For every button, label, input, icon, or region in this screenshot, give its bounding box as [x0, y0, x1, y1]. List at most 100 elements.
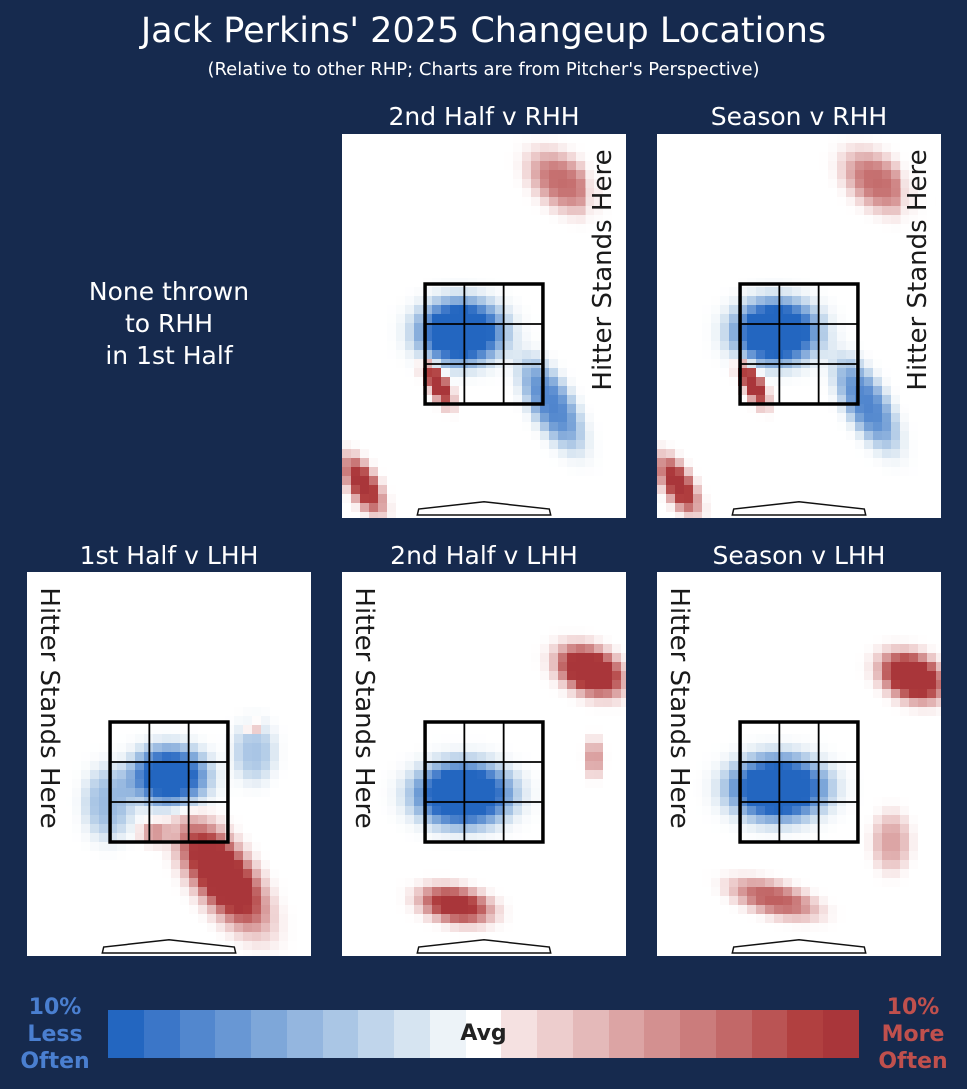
heatmap-cell — [306, 653, 311, 663]
heatmap-cell — [477, 494, 487, 504]
heatmap-cell — [99, 653, 109, 663]
heatmap-cell — [216, 608, 226, 618]
heatmap-cell — [864, 359, 874, 369]
heatmap-cell — [873, 449, 883, 459]
heatmap-cell — [225, 698, 235, 708]
heatmap-cell — [234, 788, 244, 798]
heatmap-cell — [468, 671, 478, 681]
heatmap-cell — [549, 161, 559, 171]
heatmap-cell — [621, 788, 626, 798]
heatmap-cell — [531, 671, 541, 681]
heatmap-cell — [666, 413, 676, 423]
heatmap-cell — [864, 485, 874, 495]
heatmap-cell — [621, 572, 626, 582]
heatmap-cell — [495, 467, 505, 477]
heatmap-cell — [252, 608, 262, 618]
heatmap-cell — [792, 494, 802, 504]
heatmap-cell — [522, 197, 532, 207]
heatmap-cell — [189, 644, 199, 654]
heatmap-cell — [549, 368, 559, 378]
heatmap-cell — [459, 476, 469, 486]
heatmap-cell — [117, 770, 127, 780]
heatmap-cell — [414, 242, 424, 252]
heatmap-cell — [936, 287, 941, 297]
heatmap-cell — [99, 860, 109, 870]
heatmap-cell — [522, 626, 532, 636]
heatmap-cell — [162, 896, 172, 906]
heatmap-cell — [549, 449, 559, 459]
heatmap-cell — [594, 572, 604, 582]
heatmap-cell — [189, 671, 199, 681]
heatmap-cell — [585, 698, 595, 708]
heatmap-cell — [828, 395, 838, 405]
heatmap-cell — [585, 503, 595, 513]
heatmap-cell — [702, 269, 712, 279]
heatmap-cell — [801, 143, 811, 153]
heatmap-cell — [513, 779, 523, 789]
heatmap-cell — [819, 476, 829, 486]
heatmap-cell — [612, 599, 622, 609]
heatmap-cell — [882, 341, 892, 351]
heatmap-cell — [513, 689, 523, 699]
heatmap-cell — [387, 287, 397, 297]
heatmap-cell — [270, 932, 280, 942]
heatmap-cell — [576, 635, 586, 645]
heatmap-cell — [486, 224, 496, 234]
heatmap-cell — [468, 680, 478, 690]
heatmap-cell — [585, 743, 595, 753]
heatmap-cell — [261, 671, 271, 681]
heatmap-cell — [162, 842, 172, 852]
heatmap-cell — [108, 599, 118, 609]
heatmap-cell — [603, 788, 613, 798]
heatmap-cell — [594, 440, 604, 450]
heatmap-cell — [297, 914, 307, 924]
heatmap-cell — [549, 572, 559, 582]
heatmap-cell — [936, 503, 941, 513]
heatmap-cell — [144, 842, 154, 852]
heatmap-cell — [162, 923, 172, 933]
heatmap-cell — [747, 269, 757, 279]
heatmap-cell — [567, 698, 577, 708]
heatmap-cell — [891, 296, 901, 306]
heatmap-cell — [594, 689, 604, 699]
heatmap-cell — [378, 761, 388, 771]
heatmap-cell — [306, 626, 311, 636]
heatmap-cell — [504, 332, 514, 342]
heatmap-cell — [711, 269, 721, 279]
heatmap-cell — [729, 404, 739, 414]
heatmap-cell — [369, 431, 379, 441]
heatmap-cell — [297, 698, 307, 708]
heatmap-cell — [468, 572, 478, 582]
heatmap-cell — [819, 395, 829, 405]
heatmap-cell — [405, 608, 415, 618]
heatmap-cell — [369, 260, 379, 270]
heatmap-cell — [603, 413, 613, 423]
heatmap-cell — [441, 671, 451, 681]
heatmap-cell — [63, 599, 73, 609]
heatmap-cell — [801, 197, 811, 207]
heatmap-cell — [432, 260, 442, 270]
heatmap-cell — [297, 878, 307, 888]
heatmap-cell — [468, 779, 478, 789]
heatmap-cell — [432, 449, 442, 459]
heatmap-cell — [495, 305, 505, 315]
heatmap-cell — [450, 725, 460, 735]
heatmap-cell — [90, 905, 100, 915]
heatmap-cell — [612, 770, 622, 780]
heatmap-cell — [387, 512, 397, 518]
heatmap-cell — [396, 296, 406, 306]
heatmap-cell — [522, 350, 532, 360]
heatmap-cell — [351, 179, 361, 189]
heatmap-cell — [747, 233, 757, 243]
heatmap-cell — [468, 449, 478, 459]
heatmap-cell — [549, 752, 559, 762]
heatmap-cell — [711, 161, 721, 171]
heatmap-cell — [243, 752, 253, 762]
heatmap-cell — [477, 386, 487, 396]
heatmap-cell — [504, 725, 514, 735]
heatmap-cell — [432, 485, 442, 495]
heatmap-cell — [873, 368, 883, 378]
heatmap-cell — [567, 635, 577, 645]
heatmap-cell — [792, 242, 802, 252]
heatmap-cell — [342, 698, 352, 708]
